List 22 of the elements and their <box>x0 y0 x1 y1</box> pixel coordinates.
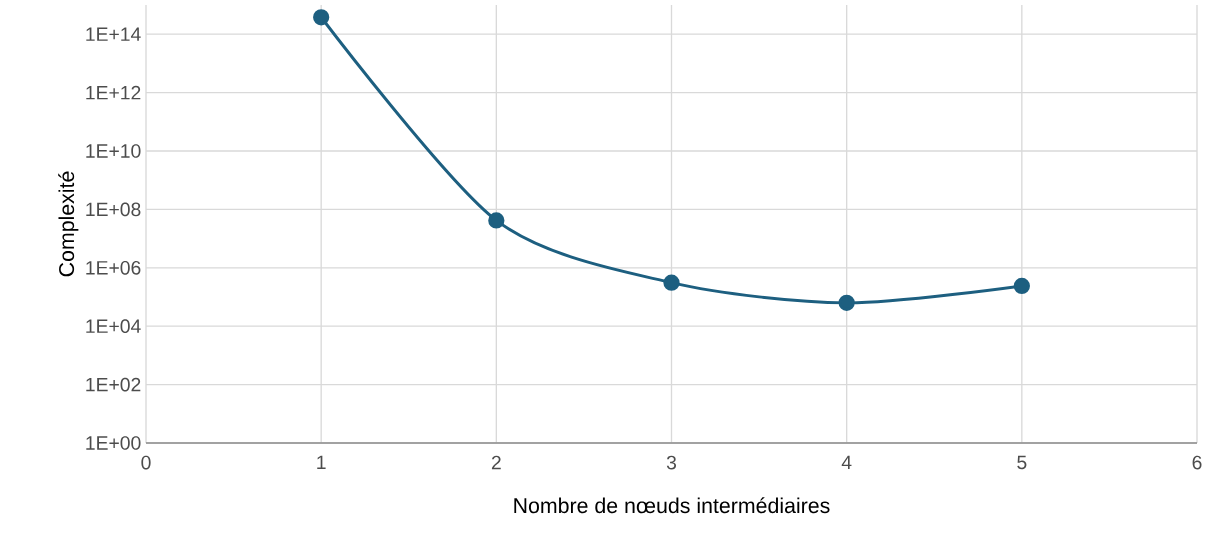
y-tick-label: 1E+00 <box>86 436 141 450</box>
x-tick-label: 4 <box>841 455 852 470</box>
x-tick-label: 0 <box>141 455 151 470</box>
point <box>313 9 330 26</box>
point <box>663 274 680 291</box>
y-tick-label: 1E+04 <box>86 319 141 334</box>
x-tick-label: 2 <box>491 455 501 470</box>
x-tick-label: 5 <box>1017 455 1027 470</box>
y-tick-label: 1E+06 <box>86 260 141 275</box>
point <box>488 212 505 229</box>
point <box>1013 277 1030 295</box>
x-tick-label: 1 <box>317 455 326 470</box>
y-tick-label: 1E+10 <box>86 144 141 158</box>
x-tick-label: 6 <box>1192 455 1202 470</box>
x-axis-title: Nombre de nœuds intermédiaires <box>514 497 830 514</box>
y-axis-title: Complexité <box>58 171 79 277</box>
y-tick-label: 1E+02 <box>86 377 141 392</box>
y-tick-label: 1E+14 <box>86 27 141 41</box>
point <box>838 294 855 311</box>
x-tick-label: 3 <box>666 455 677 470</box>
y-tick-label: 1E+08 <box>86 202 141 217</box>
y-tick-label: 1E+12 <box>86 85 141 100</box>
